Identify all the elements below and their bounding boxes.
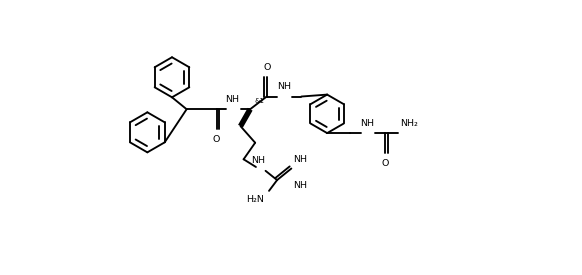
Text: O: O bbox=[213, 135, 221, 144]
Text: &1: &1 bbox=[254, 98, 264, 104]
Text: NH: NH bbox=[225, 95, 239, 104]
Text: NH₂: NH₂ bbox=[400, 119, 418, 128]
Text: NH: NH bbox=[251, 156, 265, 166]
Text: NH: NH bbox=[293, 155, 307, 164]
Text: O: O bbox=[263, 62, 271, 72]
Text: NH: NH bbox=[276, 82, 290, 91]
Text: NH: NH bbox=[293, 181, 307, 190]
Text: H₂N: H₂N bbox=[246, 195, 264, 204]
Text: O: O bbox=[382, 159, 389, 168]
Text: NH: NH bbox=[360, 119, 374, 128]
